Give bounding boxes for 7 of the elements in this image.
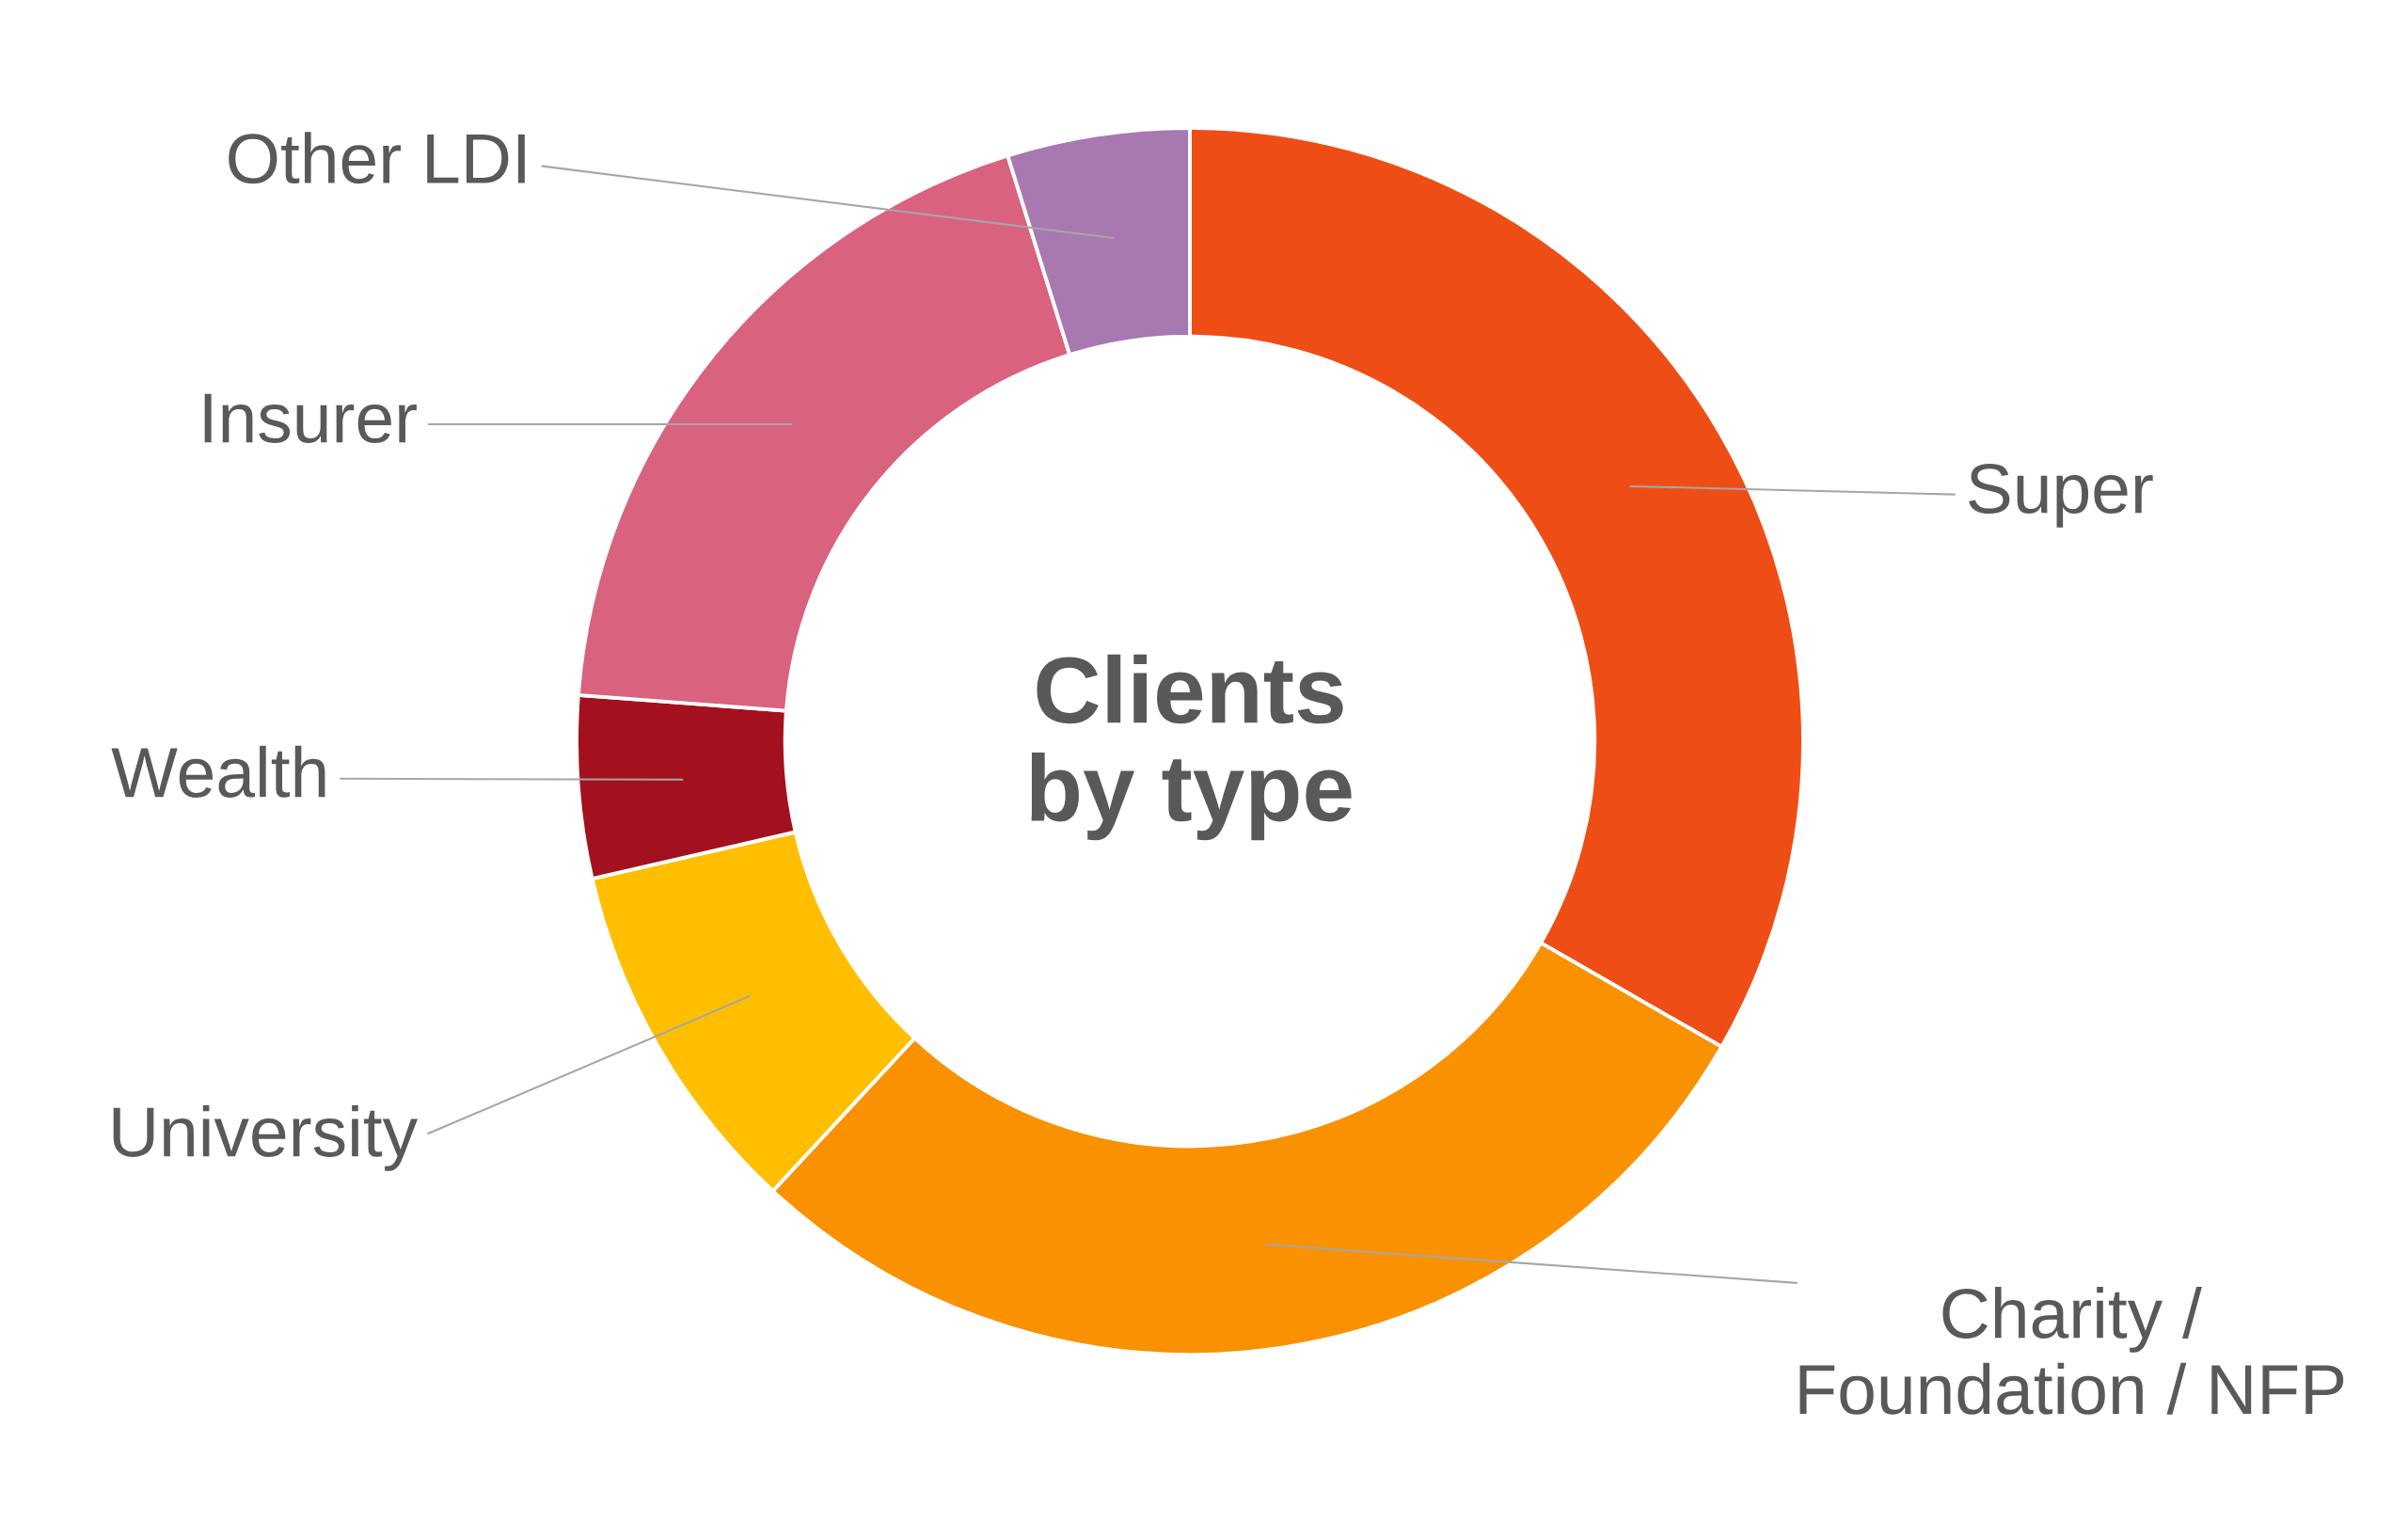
slice-label: Wealth (111, 745, 325, 798)
slice-label: Other LDI (229, 132, 525, 184)
slice-label: Charity / Foundation / NFP (1799, 1286, 2344, 1415)
slice-label: University (113, 1104, 418, 1171)
slice-label: Insurer (204, 393, 417, 444)
text: Clients by type (1031, 654, 1352, 841)
slice-label: Super (1969, 463, 2153, 528)
